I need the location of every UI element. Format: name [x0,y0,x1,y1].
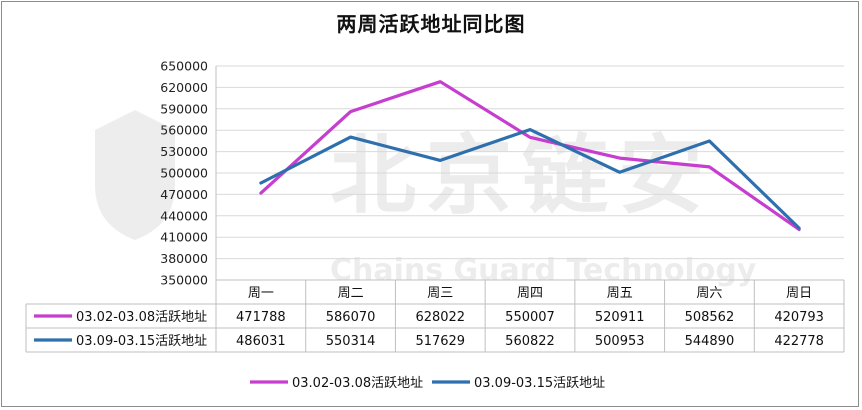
legend: 03.02-03.08活跃地址 03.09-03.15活跃地址 [250,376,605,391]
table-cell-value: 550007 [505,310,555,325]
y-tick-label: 500000 [160,166,208,181]
series-line-1 [259,80,801,232]
table-cell-value: 471788 [236,310,286,325]
y-tick-label: 410000 [160,230,208,245]
table-cell-value: 544890 [685,334,735,349]
legend-label-2: 03.09-03.15活跃地址 [474,376,605,391]
table-cell-value: 508562 [685,310,735,325]
table-series-name: 03.09-03.15活跃地址 [76,334,207,349]
table-cell-value: 586070 [326,310,376,325]
y-tick-label: 560000 [160,123,208,138]
series-lines [259,80,801,232]
y-axis: 650000 620000 590000 560000 530000 500000 4700… [160,59,217,288]
x-category-label: 周三 [427,286,453,301]
x-category-label: 周四 [517,286,543,301]
chart-title: 两周活跃地址同比图 [336,12,526,36]
table-cell-value: 517629 [415,334,465,349]
table-cell-value: 550314 [326,334,376,349]
y-tick-label: 470000 [160,187,208,202]
watermark-logo: 北京链安 Chains Guard Technology [95,110,757,288]
series-line-2 [259,128,801,230]
table-cell-value: 486031 [236,334,286,349]
x-category-label: 周六 [696,286,722,301]
table-cell-value: 500953 [595,334,645,349]
table-cell-value: 560822 [505,334,555,349]
y-tick-label: 590000 [160,101,208,116]
gridlines [216,65,844,281]
x-category-label: 周五 [607,286,633,301]
y-tick-label: 530000 [160,144,208,159]
table-cell-value: 422778 [774,334,824,349]
y-tick-label: 350000 [160,273,208,288]
table-cell-value: 420793 [774,310,824,325]
y-tick-label: 650000 [160,59,208,74]
y-tick-label: 380000 [160,251,208,266]
legend-label-1: 03.02-03.08活跃地址 [292,376,423,391]
table-series-name: 03.02-03.08活跃地址 [76,310,207,325]
x-category-label: 周二 [338,286,364,301]
x-category-label: 周日 [786,286,812,301]
table-cell-value: 628022 [415,310,465,325]
y-tick-label: 440000 [160,208,208,223]
table-cell-value: 520911 [595,310,645,325]
data-table: 周一 周二 周三 周四 周五 周六 周日 03.02-03.08活跃地址 471788 58607… [25,279,845,353]
y-tick-label: 620000 [160,80,208,95]
x-category-label: 周一 [248,286,274,301]
svg-text:北京链安: 北京链安 [330,126,714,226]
